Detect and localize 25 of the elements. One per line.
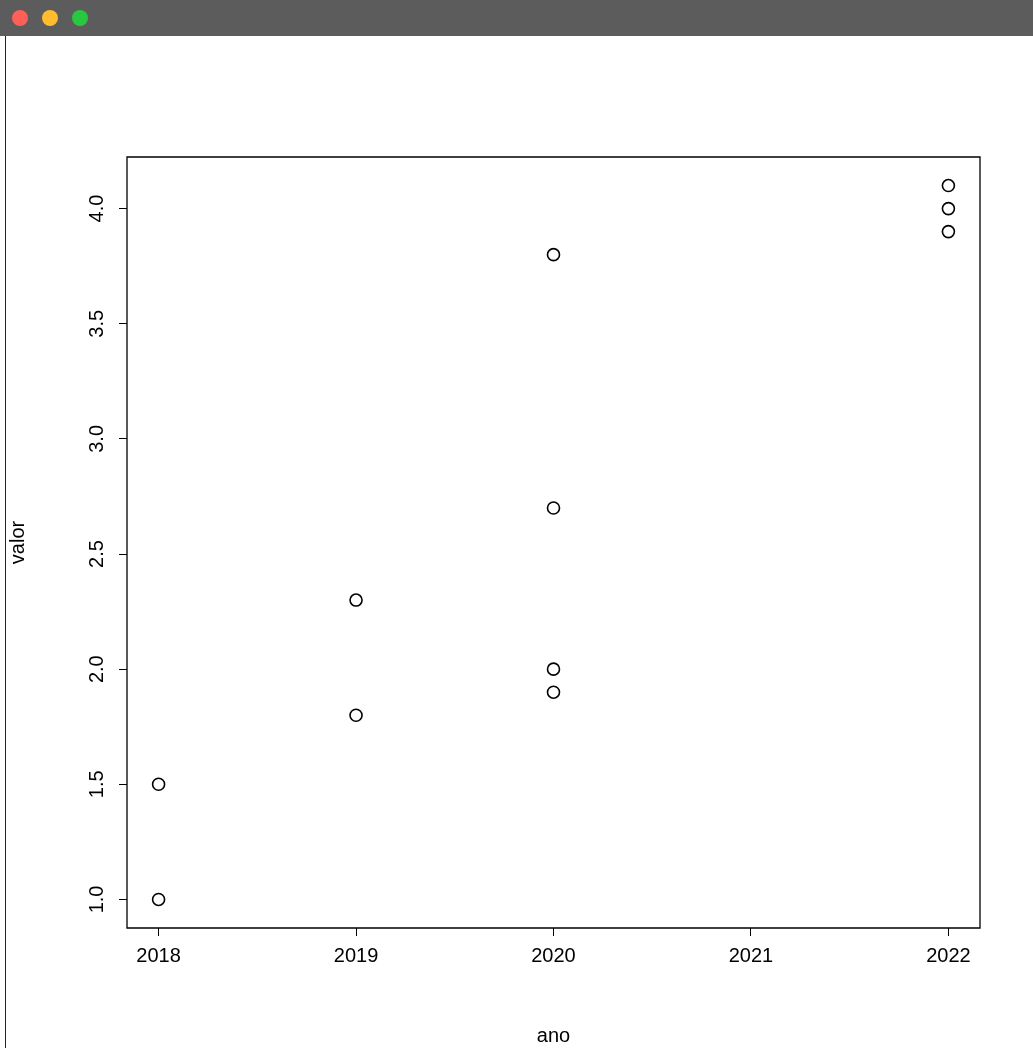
y-tick-label: 3.0 <box>84 424 107 453</box>
y-tick-label: 2.0 <box>84 655 107 684</box>
y-tick-label: 4.0 <box>84 194 107 223</box>
point <box>941 178 956 193</box>
x-tick-label: 2018 <box>136 943 181 966</box>
x-tick-label: 2022 <box>926 943 971 966</box>
y-tick-label: 1.0 <box>84 885 107 914</box>
point <box>941 201 956 216</box>
point <box>349 593 363 607</box>
y-axis-title: valor <box>5 520 28 565</box>
point <box>546 685 561 699</box>
x-tick-label: 2021 <box>728 943 774 966</box>
point <box>349 708 363 723</box>
x-tick-label: 2020 <box>531 943 576 966</box>
point <box>151 777 166 792</box>
y-tick-label: 2.5 <box>84 540 107 568</box>
point <box>546 501 561 515</box>
point <box>151 892 166 907</box>
point <box>941 224 956 239</box>
y-tick-label: 1.5 <box>84 770 107 799</box>
x-axis-title: ano <box>536 1023 571 1046</box>
y-tick-label: 3.5 <box>84 309 107 338</box>
x-tick-label: 2019 <box>333 943 379 966</box>
point <box>546 247 561 262</box>
point <box>546 662 561 676</box>
